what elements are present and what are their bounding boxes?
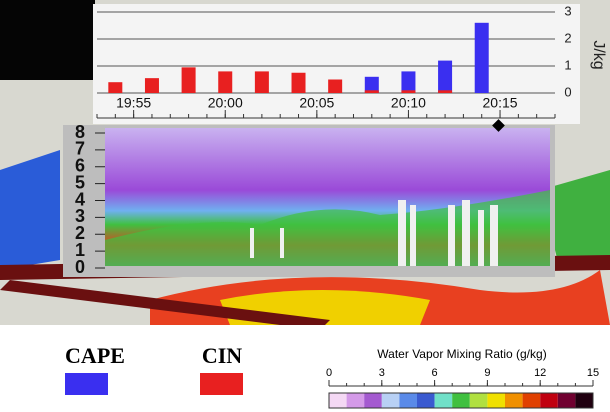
bar [182,67,196,93]
legend-label: CIN [202,343,242,368]
y-tick-label: 2 [564,30,571,45]
y-tick-label: 1 [564,57,571,72]
bar [401,71,415,93]
x-tick-label: 9 [484,367,490,379]
colorbar-segment [382,393,400,408]
bar [145,78,159,93]
bar [255,71,269,93]
x-tick-label: 6 [432,367,438,379]
colorbar-segment [452,393,470,408]
x-tick-label: 20:10 [391,95,426,111]
x-tick-label: 20:15 [483,95,518,111]
bar [108,82,122,93]
colorbar-segment [523,393,541,408]
colorbar-segment [505,393,523,408]
scene: J/kg CAPE CIN Water Vapor Mixing Ratio (… [0,0,610,412]
map-dark [0,0,95,80]
legend-swatch [65,373,108,395]
bar [438,61,452,93]
colorbar-segment [364,393,382,408]
colorbar-segment [575,393,593,408]
x-tick-label: 12 [534,367,546,379]
colorbar-segment [558,393,576,408]
bar [475,23,489,93]
bar [365,90,379,93]
y-axis-label: J/kg [590,40,607,69]
x-tick-label: 20:00 [208,95,243,111]
y-tick-label: 0 [564,84,571,99]
legend-swatch [200,373,243,395]
bar [218,71,232,93]
x-tick-label: 0 [326,367,332,379]
page: J/kg CAPE CIN Water Vapor Mixing Ratio (… [0,0,610,412]
colorbar-segment [417,393,435,408]
colorbar-segment [470,393,488,408]
x-tick-label: 20:05 [299,95,334,111]
x-tick-label: 15 [587,367,599,379]
colorbar-segment [487,393,505,408]
legend-label: CAPE [65,343,125,368]
colorbar-segment [399,393,417,408]
bar [438,90,452,93]
bar [401,90,415,93]
x-tick-label: 3 [379,367,385,379]
bar [292,73,306,93]
colorbar-segment [435,393,453,408]
colorbar-segment [347,393,365,408]
y-tick-label: 3 [564,3,571,18]
colorbar-segment [329,393,347,408]
radar-blob [0,150,60,270]
colorbar-title: Water Vapor Mixing Ratio (g/kg) [377,347,546,361]
colorbar-segment [540,393,558,408]
y-tick-label: 8 [75,122,85,142]
x-tick-label: 19:55 [116,95,151,111]
bar [328,80,342,94]
